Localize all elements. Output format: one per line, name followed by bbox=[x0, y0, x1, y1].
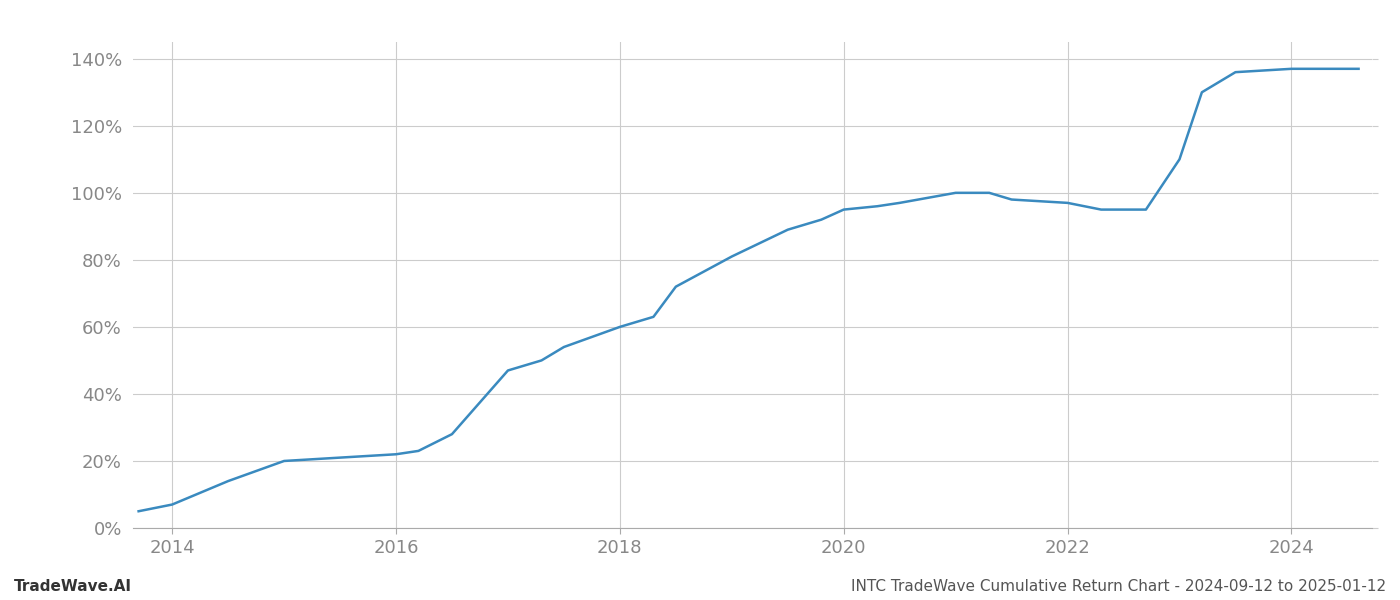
Text: INTC TradeWave Cumulative Return Chart - 2024-09-12 to 2025-01-12: INTC TradeWave Cumulative Return Chart -… bbox=[851, 579, 1386, 594]
Text: TradeWave.AI: TradeWave.AI bbox=[14, 579, 132, 594]
